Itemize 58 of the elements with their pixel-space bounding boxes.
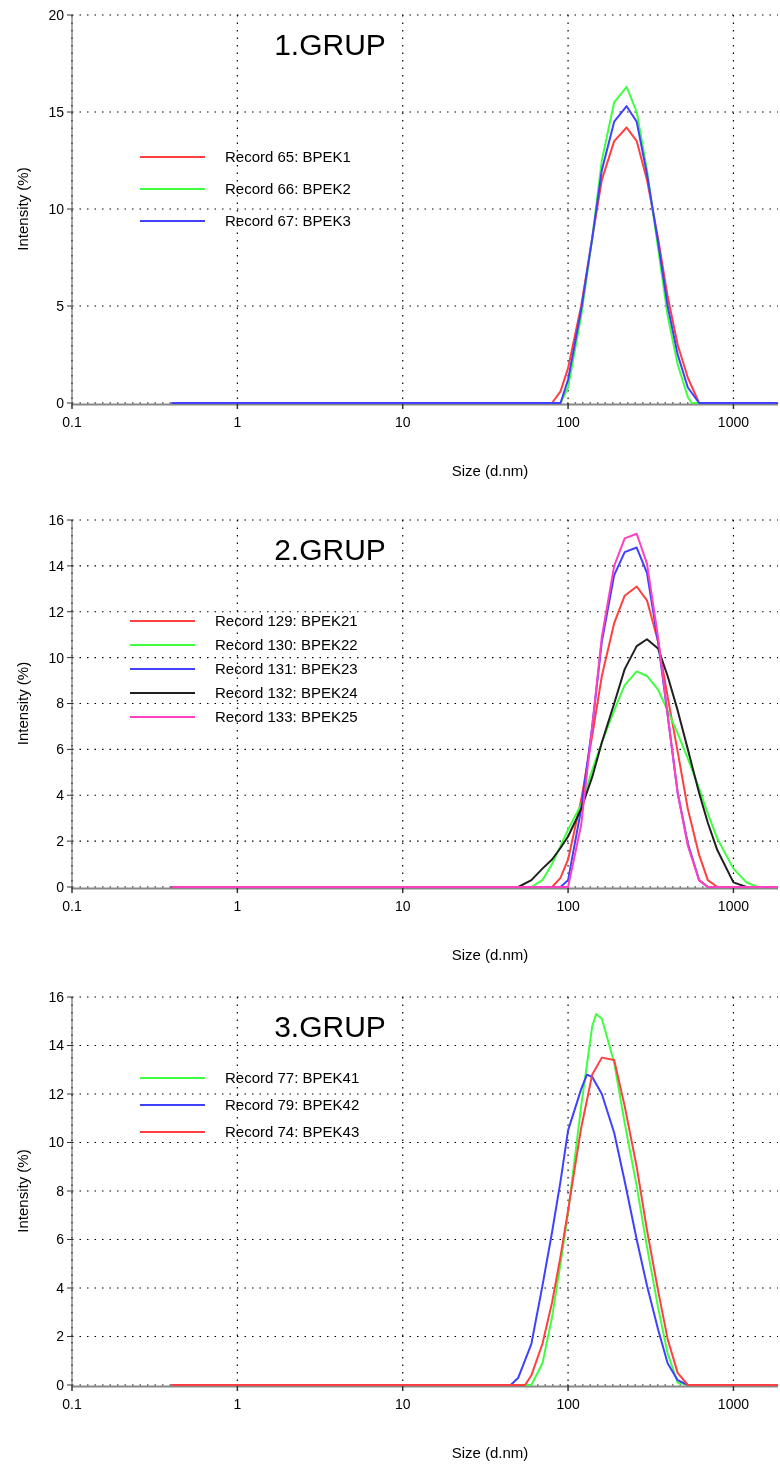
y-tick-label: 16 [48, 988, 65, 1005]
legend-label: Record 77: BPEK41 [225, 1069, 360, 1087]
y-axis-title: Intensity (%) [14, 1149, 31, 1233]
y-tick-label: 14 [48, 557, 65, 574]
x-tick-label: 1 [233, 898, 242, 914]
legend-label: Record 65: BPEK1 [225, 148, 351, 166]
x-tick-label: 0.1 [62, 414, 82, 430]
y-tick-label: 0 [56, 1376, 65, 1393]
y-tick-label: 6 [56, 741, 65, 758]
y-axis-title: Intensity (%) [14, 661, 31, 746]
x-tick-label: 100 [556, 414, 580, 430]
x-tick-label: 10 [394, 898, 411, 914]
y-tick-label: 2 [56, 1328, 65, 1345]
y-tick-label: 2 [56, 833, 65, 850]
y-tick-label: 10 [48, 200, 65, 217]
legend-label: Record 131: BPEK23 [215, 660, 358, 678]
chart-title: 3.GRUP [274, 1010, 386, 1043]
y-tick-label: 10 [48, 649, 65, 666]
legend-label: Record 74: BPEK43 [225, 1123, 360, 1141]
y-tick-label: 0 [56, 394, 65, 411]
y-axis-title: Intensity (%) [14, 167, 31, 251]
y-tick-label: 8 [56, 1182, 65, 1199]
y-tick-label: 12 [48, 603, 65, 620]
legend-label: Record 129: BPEK21 [215, 612, 358, 630]
y-tick-label: 4 [56, 787, 65, 804]
x-axis-title: Size (d.nm) [451, 946, 529, 963]
y-tick-label: 0 [56, 878, 65, 895]
x-tick-label: 10 [394, 414, 411, 430]
x-axis-title: Size (d.nm) [451, 1444, 529, 1461]
x-tick-label: 1000 [717, 1396, 750, 1412]
legend-label: Record 67: BPEK3 [225, 212, 351, 230]
y-tick-label: 5 [56, 297, 65, 314]
y-tick-label: 10 [48, 1134, 65, 1151]
x-tick-label: 0.1 [62, 898, 82, 914]
chart-title: 2.GRUP [274, 533, 386, 566]
x-tick-label: 1000 [717, 414, 750, 430]
y-tick-label: 12 [48, 1085, 65, 1102]
x-tick-label: 100 [556, 898, 580, 914]
y-tick-label: 15 [48, 103, 65, 120]
legend-label: Record 79: BPEK42 [225, 1096, 360, 1114]
x-tick-label: 10 [394, 1396, 411, 1412]
x-tick-label: 100 [556, 1396, 580, 1412]
x-tick-label: 1 [233, 414, 242, 430]
x-tick-label: 0.1 [62, 1396, 82, 1412]
y-tick-label: 4 [56, 1279, 65, 1296]
chart-title: 1.GRUP [274, 28, 386, 61]
x-tick-label: 1 [233, 1396, 242, 1412]
y-tick-label: 6 [56, 1231, 65, 1248]
legend-label: Record 133: BPEK25 [215, 708, 358, 726]
legend-label: Record 66: BPEK2 [225, 180, 351, 198]
legend-label: Record 132: BPEK24 [215, 684, 358, 702]
legend-label: Record 130: BPEK22 [215, 636, 358, 654]
y-tick-label: 16 [48, 511, 65, 528]
y-tick-label: 8 [56, 695, 65, 712]
x-tick-label: 1000 [717, 898, 750, 914]
y-tick-label: 20 [48, 6, 65, 23]
x-axis-title: Size (d.nm) [451, 462, 529, 479]
y-tick-label: 14 [48, 1037, 65, 1054]
